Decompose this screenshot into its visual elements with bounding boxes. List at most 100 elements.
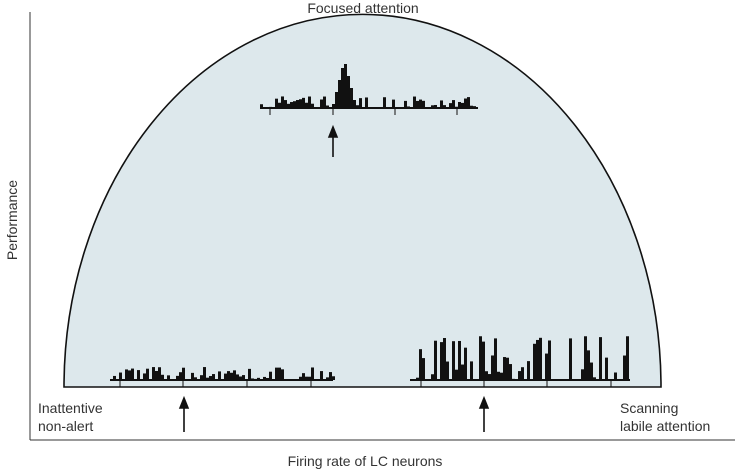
hist-bar <box>191 372 194 380</box>
hist-bar <box>464 98 467 108</box>
hist-bar <box>305 102 308 108</box>
hist-bar <box>446 361 449 380</box>
hist-bar <box>260 104 263 108</box>
hist-bar <box>479 336 482 380</box>
hist-bar <box>350 88 353 108</box>
hist-bar <box>518 371 521 380</box>
hist-bar <box>431 374 434 380</box>
hist-bar <box>536 339 539 380</box>
hist-bar <box>233 370 236 380</box>
hist-bar <box>458 101 461 108</box>
hist-bar <box>470 105 473 108</box>
hist-bar <box>494 338 497 380</box>
hist-bar <box>461 102 464 108</box>
left-label: non-alert <box>38 418 93 434</box>
x-axis-label: Firing rate of LC neurons <box>288 453 443 469</box>
hist-bar <box>356 105 359 108</box>
hist-bar <box>296 100 299 108</box>
hist-bar <box>302 373 305 380</box>
hist-bar <box>275 98 278 108</box>
hist-bar <box>359 98 362 108</box>
hist-bar <box>413 96 416 108</box>
arrows <box>178 124 490 432</box>
hist-bar <box>167 375 170 380</box>
hist-bar <box>527 361 530 380</box>
hist-bar <box>320 371 323 380</box>
hist-bar <box>137 370 140 380</box>
right-label: Scanning <box>620 400 678 416</box>
hist-bar <box>341 68 344 108</box>
hist-bar <box>302 97 305 108</box>
hist-bar <box>509 364 512 380</box>
arrow-head <box>478 395 490 409</box>
hist-bar <box>236 374 239 380</box>
hist-bar <box>206 377 209 380</box>
hist-bar <box>194 377 197 380</box>
arrow-head <box>327 124 339 138</box>
hist-bar <box>242 375 245 380</box>
hist-bar <box>473 106 476 108</box>
histograms <box>110 64 630 387</box>
hist-bar <box>299 376 302 380</box>
hist-bar <box>251 378 254 380</box>
hist-bar <box>485 371 488 380</box>
hist-bar <box>443 338 446 380</box>
hist-bar <box>311 103 314 108</box>
hist-bar <box>200 375 203 380</box>
hist-bar <box>416 100 419 108</box>
hist-bar <box>488 374 491 380</box>
hist-bar <box>392 99 395 108</box>
hist-bar <box>434 104 437 108</box>
hist-bar <box>230 372 233 380</box>
hist-bar <box>605 357 608 380</box>
hist-bar <box>464 347 467 380</box>
hist-bar <box>440 342 443 380</box>
hist-bar <box>470 361 473 380</box>
hist-bar <box>599 337 602 380</box>
hist-bar <box>146 368 149 380</box>
hist-bar <box>416 377 419 380</box>
hist-bar <box>335 92 338 108</box>
hist-bar <box>449 103 452 108</box>
hist-bar <box>155 370 158 380</box>
hist-bar <box>227 371 230 380</box>
hist-bar <box>299 99 302 108</box>
hist-bar <box>545 353 548 380</box>
hist-bar <box>503 357 506 380</box>
hist-bar <box>431 105 434 108</box>
hist-bar <box>254 378 257 380</box>
hist-bar <box>119 372 122 380</box>
hist-bar <box>263 376 266 380</box>
hist-bar <box>179 372 182 380</box>
hist-bar <box>422 358 425 380</box>
performance-curve <box>63 13 662 388</box>
hist-bar <box>500 372 503 380</box>
hist-bar <box>125 369 128 380</box>
hist-bar <box>452 341 455 380</box>
hist-bar <box>311 367 314 380</box>
hist-bar <box>287 103 290 108</box>
hist-bar <box>461 364 464 380</box>
hist-bar <box>308 96 311 108</box>
hist-bar <box>365 97 368 108</box>
hist-bar <box>455 369 458 380</box>
hist-bar <box>422 100 425 108</box>
hist-bar <box>209 376 212 380</box>
hist-bar <box>521 367 524 380</box>
hist-bar <box>332 104 335 108</box>
hist-bar <box>152 367 155 380</box>
left-label: Inattentive <box>38 400 103 416</box>
hist-bar <box>419 349 422 380</box>
hist-bar <box>452 100 455 108</box>
top-label: Focused attention <box>307 0 418 16</box>
hist-bar <box>257 377 260 380</box>
hist-bar <box>512 378 515 380</box>
hist-bar <box>329 372 332 380</box>
hist-bar <box>482 341 485 380</box>
hist-bar <box>290 102 293 108</box>
hist-bar <box>383 97 386 108</box>
hist-bar <box>281 369 284 380</box>
hist-bar <box>113 375 116 380</box>
